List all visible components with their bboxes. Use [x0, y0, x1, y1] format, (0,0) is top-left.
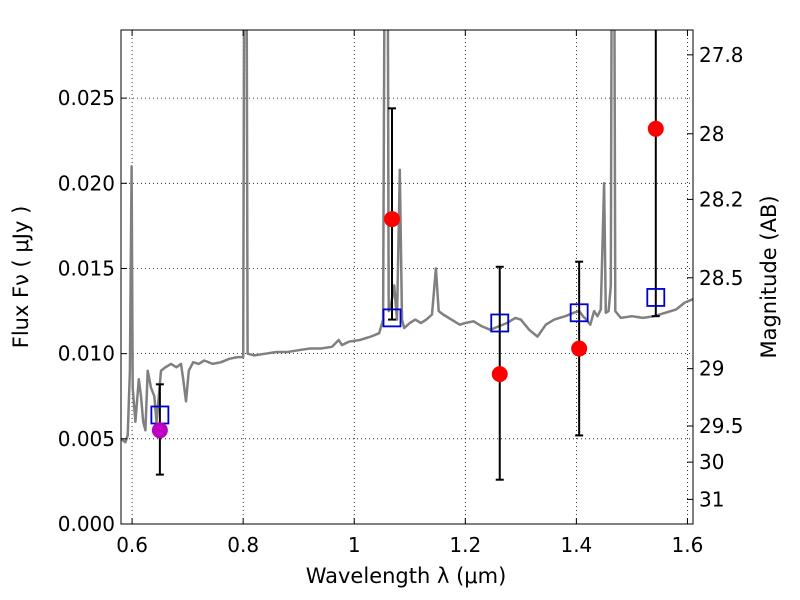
- plot-frame: [120, 29, 694, 525]
- y-tick-label: 0.010: [58, 342, 115, 366]
- photometry-square: [569, 303, 589, 323]
- circle-layer: [151, 120, 664, 439]
- y-tick-label: 0.005: [58, 427, 115, 451]
- photometry-square: [646, 288, 666, 307]
- y2-tick-label: 29.5: [699, 414, 744, 438]
- x-tick-label: 0.6: [116, 533, 148, 557]
- y2-tick-label: 28.5: [699, 266, 744, 290]
- y2-tick-label: 28.2: [699, 187, 744, 211]
- x-tick-label: 1: [348, 533, 361, 557]
- y-tick-label: 0.015: [58, 256, 115, 280]
- x-axis-label: Wavelength λ (μm): [306, 564, 507, 588]
- y-tick-label: 0.025: [58, 86, 115, 110]
- x-tick-label: 1.4: [560, 533, 592, 557]
- y2-tick-label: 31: [699, 487, 724, 511]
- y2-axis-label: Magnitude (AB): [757, 195, 781, 358]
- y2-tick-label: 30: [699, 450, 724, 474]
- model-point: [491, 366, 508, 383]
- y2-tick-label: 28: [699, 122, 724, 146]
- y-tick-label: 0.000: [58, 512, 115, 536]
- x-tick-label: 1.2: [449, 533, 481, 557]
- y-axis-label: Flux Fν ( μJy ): [9, 206, 33, 349]
- y2-tick-label: 29: [699, 357, 724, 381]
- model-point: [384, 211, 401, 228]
- photometry-square: [490, 313, 510, 333]
- error-bar: [651, 30, 660, 318]
- x-tick-label: 0.8: [227, 533, 259, 557]
- y2-tick-label: 27.8: [699, 43, 744, 67]
- y2-axis-ticks: 27.8 28 28.2 28.5 29 29.5 30 31: [687, 43, 744, 511]
- x-axis-ticks: 0.6 0.8 1 1.2 1.4 1.6: [116, 30, 703, 557]
- x-tick-label: 1.6: [672, 533, 704, 557]
- photometry-square: [382, 308, 402, 328]
- model-point: [151, 422, 168, 439]
- model-point: [571, 340, 588, 357]
- model-point: [647, 120, 664, 137]
- y-tick-label: 0.020: [58, 171, 115, 195]
- plot-background: [121, 30, 693, 524]
- y-axis-ticks: 0.000 0.005 0.010 0.015 0.020 0.025: [58, 86, 127, 536]
